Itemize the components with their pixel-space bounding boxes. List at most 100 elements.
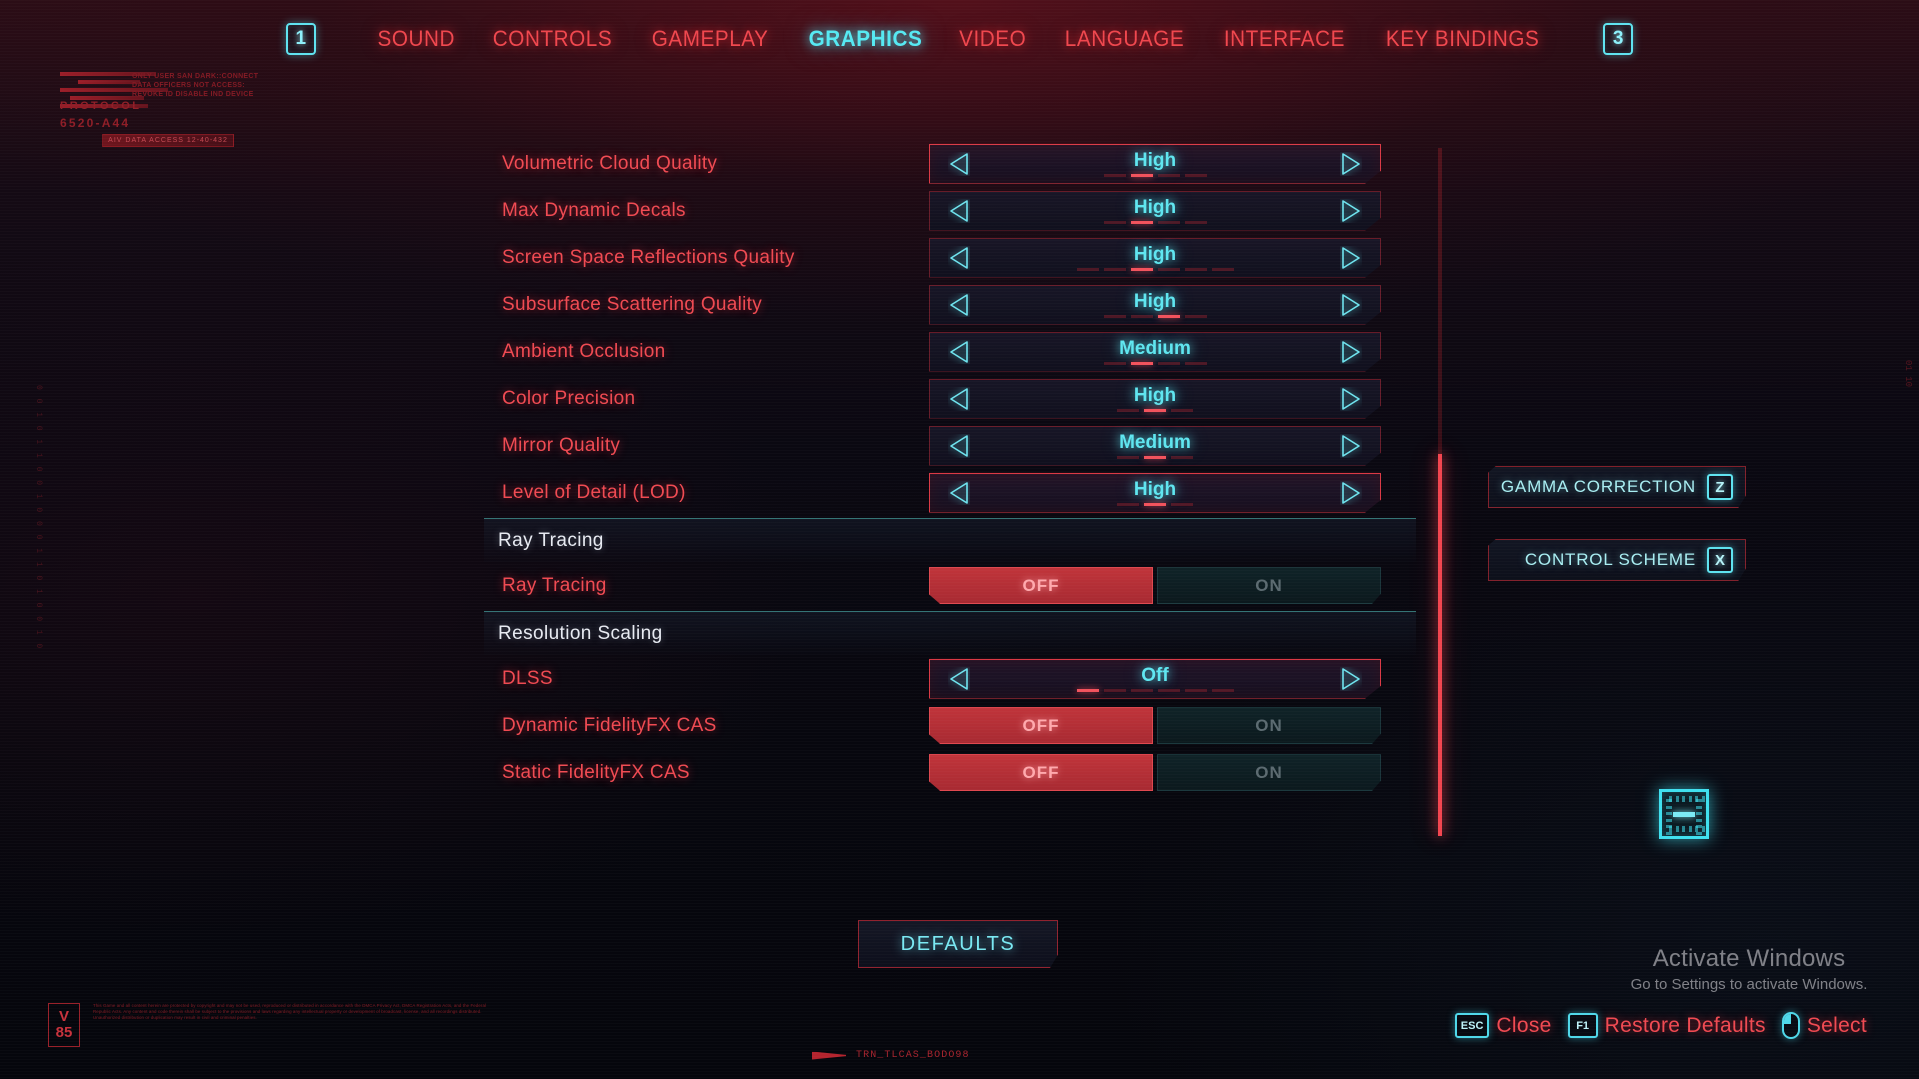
stepper-screen-space-reflections-quality[interactable]: High <box>929 237 1381 278</box>
nav-badge-right[interactable]: 3 <box>1603 23 1634 55</box>
chip-pin <box>1701 826 1705 832</box>
arrow-right-icon[interactable] <box>1340 481 1362 505</box>
arrow-right-icon[interactable] <box>1340 434 1362 458</box>
bottom-trace-tag: TRN_TLCAS_BODO98 <box>812 1050 970 1061</box>
hint-close[interactable]: ESC Close <box>1454 1013 1552 1038</box>
watermark-title: Activate Windows <box>1652 945 1846 972</box>
hint-select[interactable]: Select <box>1781 1012 1867 1039</box>
hint-restore-defaults[interactable]: F1 Restore Defaults <box>1567 1013 1766 1038</box>
setting-row-color-precision[interactable]: Color Precision High <box>484 375 1416 422</box>
tick-1 <box>1103 361 1126 365</box>
toggle-option-off[interactable]: OFF <box>929 707 1153 744</box>
tick-2 <box>1130 220 1153 224</box>
protocol-strip: AIV DATA ACCESS 12-40-432 <box>102 134 234 147</box>
tab-graphics[interactable]: GRAPHICS <box>808 26 922 51</box>
toggle-option-off[interactable]: OFF <box>929 567 1153 604</box>
tick-3 <box>1157 173 1180 177</box>
stepper-value-ambient-occlusion: Medium <box>1119 337 1191 359</box>
setting-row-screen-space-reflections-quality[interactable]: Screen Space Reflections Quality High <box>484 234 1416 281</box>
setting-row-level-of-detail-lod[interactable]: Level of Detail (LOD) High <box>484 469 1416 516</box>
tick-5 <box>1184 267 1207 271</box>
setting-row-dlss[interactable]: DLSS Off <box>484 655 1416 702</box>
settings-scrollbar-track[interactable] <box>1438 148 1442 836</box>
stepper-subsurface-scattering-quality[interactable]: High <box>929 284 1381 325</box>
tab-sound[interactable]: SOUND <box>377 26 455 51</box>
tab-video[interactable]: VIDEO <box>959 26 1027 51</box>
tab-gameplay[interactable]: GAMEPLAY <box>652 26 769 51</box>
chip-pin <box>1666 818 1672 822</box>
stepper-center: Medium <box>930 333 1380 371</box>
chip-pin <box>1696 818 1702 822</box>
stepper-volumetric-cloud-quality[interactable]: High <box>929 143 1381 184</box>
arrow-left-icon[interactable] <box>948 152 970 176</box>
setting-row-mirror-quality[interactable]: Mirror Quality Medium <box>484 422 1416 469</box>
settings-scrollbar-thumb[interactable] <box>1438 454 1442 836</box>
setting-row-dynamic-fidelityfx-cas[interactable]: Dynamic FidelityFX CAS OFF ON <box>484 702 1416 749</box>
stepper-color-precision[interactable]: High <box>929 378 1381 419</box>
setting-row-ray-tracing[interactable]: Ray Tracing OFF ON <box>484 562 1416 609</box>
toggle-option-on[interactable]: ON <box>1157 754 1381 791</box>
arrow-right-icon[interactable] <box>1340 199 1362 223</box>
chip-pin <box>1682 796 1685 802</box>
tick-2 <box>1103 267 1126 271</box>
setting-row-ambient-occlusion[interactable]: Ambient Occlusion Medium <box>484 328 1416 375</box>
chip-pin <box>1675 796 1679 802</box>
side-button-control-scheme[interactable]: CONTROL SCHEME X <box>1488 539 1746 581</box>
left-edge-code-decor: 0 0 1 0 1 1 0 0 1 0 0 0 1 1 0 1 0 0 1 0 <box>34 385 43 651</box>
nav-badge-left[interactable]: 1 <box>285 23 316 55</box>
chip-pin <box>1666 805 1672 809</box>
stepper-mirror-quality[interactable]: Medium <box>929 425 1381 466</box>
toggle-option-on[interactable]: ON <box>1157 707 1381 744</box>
tick-1 <box>1103 173 1126 177</box>
version-badge-line1: V <box>58 1008 69 1026</box>
chip-pin <box>1695 796 1698 802</box>
keycap-z[interactable]: Z <box>1707 474 1733 500</box>
protocol-title: PROTOCOL <box>60 100 142 112</box>
arrow-right-icon[interactable] <box>1340 293 1362 317</box>
toggle-ray-tracing[interactable]: OFF ON <box>929 567 1381 604</box>
toggle-static-fidelityfx-cas[interactable]: OFF ON <box>929 754 1381 791</box>
tick-2 <box>1130 361 1153 365</box>
stepper-max-dynamic-decals[interactable]: High <box>929 190 1381 231</box>
wedge-icon <box>812 1051 846 1060</box>
setting-label-level-of-detail-lod: Level of Detail (LOD) <box>502 481 686 503</box>
arrow-left-icon[interactable] <box>948 434 970 458</box>
stepper-ambient-occlusion[interactable]: Medium <box>929 331 1381 372</box>
toggle-option-on[interactable]: ON <box>1157 567 1381 604</box>
setting-row-volumetric-cloud-quality[interactable]: Volumetric Cloud Quality High <box>484 140 1416 187</box>
side-button-gamma-correction[interactable]: GAMMA CORRECTION Z <box>1488 466 1746 508</box>
defaults-button[interactable]: DEFAULTS <box>858 920 1058 968</box>
arrow-left-icon[interactable] <box>948 199 970 223</box>
arrow-right-icon[interactable] <box>1340 667 1362 691</box>
setting-row-subsurface-scattering-quality[interactable]: Subsurface Scattering Quality High <box>484 281 1416 328</box>
arrow-right-icon[interactable] <box>1340 152 1362 176</box>
arrow-left-icon[interactable] <box>948 246 970 270</box>
toggle-dynamic-fidelityfx-cas[interactable]: OFF ON <box>929 707 1381 744</box>
setting-row-static-fidelityfx-cas[interactable]: Static FidelityFX CAS OFF ON <box>484 749 1416 796</box>
arrow-right-icon[interactable] <box>1340 340 1362 364</box>
side-button-group: GAMMA CORRECTION Z CONTROL SCHEME X <box>1488 466 1746 612</box>
tick-1 <box>1117 502 1139 506</box>
stepper-level-of-detail-lod[interactable]: High <box>929 472 1381 513</box>
tick-2 <box>1103 688 1126 692</box>
tab-key-bindings[interactable]: KEY BINDINGS <box>1385 26 1540 51</box>
arrow-left-icon[interactable] <box>948 293 970 317</box>
chip-pin <box>1688 796 1692 802</box>
stepper-ticks <box>1117 408 1193 412</box>
keycap-x[interactable]: X <box>1707 547 1733 573</box>
tab-language[interactable]: LANGUAGE <box>1064 26 1185 51</box>
stepper-dlss[interactable]: Off <box>929 658 1381 699</box>
arrow-left-icon[interactable] <box>948 667 970 691</box>
setting-row-max-dynamic-decals[interactable]: Max Dynamic Decals High <box>484 187 1416 234</box>
arrow-left-icon[interactable] <box>948 481 970 505</box>
toggle-option-off[interactable]: OFF <box>929 754 1153 791</box>
chip-icon[interactable] <box>1659 789 1709 839</box>
arrow-right-icon[interactable] <box>1340 387 1362 411</box>
chip-pin <box>1666 799 1672 802</box>
tab-interface[interactable]: INTERFACE <box>1223 26 1346 51</box>
tab-controls[interactable]: CONTROLS <box>493 26 613 51</box>
arrow-left-icon[interactable] <box>948 340 970 364</box>
arrow-right-icon[interactable] <box>1340 246 1362 270</box>
arrow-left-icon[interactable] <box>948 387 970 411</box>
